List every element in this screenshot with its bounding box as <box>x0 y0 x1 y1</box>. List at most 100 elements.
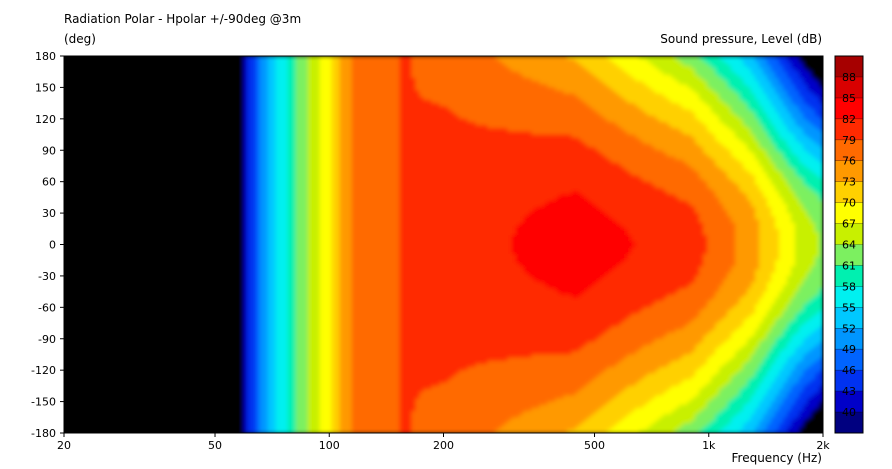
heatmap-cell <box>639 81 644 111</box>
heatmap-cell <box>363 56 369 433</box>
heatmap-cell <box>627 414 632 433</box>
heatmap-cell <box>479 363 485 433</box>
heatmap-cell <box>763 395 768 415</box>
heatmap-cell <box>703 81 708 104</box>
heatmap-cell <box>531 56 536 82</box>
heatmap-cell <box>791 191 796 224</box>
heatmap-cell <box>711 329 716 356</box>
heatmap-cell <box>687 323 692 356</box>
heatmap-cell <box>551 288 556 356</box>
heatmap-cell <box>711 56 716 70</box>
heatmap-cell <box>743 65 748 85</box>
heatmap-cell <box>643 345 648 378</box>
heatmap-cell <box>515 56 520 73</box>
heatmap-cell <box>435 103 441 387</box>
colorbar-swatch <box>835 223 863 245</box>
heatmap-cell <box>819 385 823 403</box>
heatmap-cell <box>567 194 572 296</box>
heatmap-cell <box>543 203 548 286</box>
heatmap-cell <box>427 389 433 433</box>
heatmap-cell <box>735 159 740 186</box>
heatmap-cell <box>751 282 756 315</box>
heatmap-cell <box>419 96 425 393</box>
heatmap-cell <box>807 137 812 154</box>
heatmap-cell <box>715 140 720 167</box>
heatmap-cell <box>779 137 784 154</box>
heatmap-cell <box>575 351 580 393</box>
heatmap-cell <box>783 140 788 161</box>
heatmap-cell <box>511 253 516 359</box>
heatmap-cell <box>671 103 676 129</box>
heatmap-cell <box>755 304 760 330</box>
heatmap-cell <box>687 134 692 167</box>
heatmap-cell <box>627 354 632 387</box>
heatmap-cell <box>531 134 536 211</box>
heatmap-cell <box>787 376 792 393</box>
heatmap-cell <box>755 370 760 390</box>
heatmap-cell <box>703 153 708 183</box>
heatmap-cell <box>735 329 740 352</box>
heatmap-cell <box>511 131 516 236</box>
heatmap-cell <box>95 56 101 433</box>
heatmap-cell <box>575 191 580 299</box>
heatmap-cell <box>651 398 656 425</box>
heatmap-cell <box>591 56 596 76</box>
heatmap-cell <box>703 363 708 387</box>
heatmap-cell <box>795 348 800 365</box>
heatmap-cell <box>771 184 776 217</box>
heatmap-cell <box>487 128 493 362</box>
heatmap-cell <box>483 363 489 433</box>
heatmap-cell <box>659 187 664 302</box>
heatmap-cell <box>555 56 560 92</box>
heatmap-cell <box>119 56 125 433</box>
heatmap-cell <box>707 423 712 433</box>
heatmap-cell <box>759 56 764 70</box>
heatmap-cell <box>699 310 704 343</box>
heatmap-cell <box>587 71 592 107</box>
heatmap-cell <box>819 147 823 164</box>
heatmap-cell <box>631 175 636 242</box>
heatmap-cell <box>583 143 588 198</box>
heatmap-cell <box>639 59 644 82</box>
heatmap-cell <box>707 65 712 89</box>
x-tick-label: 500 <box>584 439 605 452</box>
heatmap-cell <box>623 228 628 261</box>
heatmap-cell <box>659 301 664 340</box>
colorbar-swatch <box>835 97 863 120</box>
heatmap-cell <box>495 56 501 60</box>
heatmap-cell <box>719 77 724 101</box>
heatmap-cell <box>795 398 800 418</box>
heatmap-cell <box>771 125 776 145</box>
heatmap-cell <box>739 59 744 79</box>
heatmap-cell <box>659 338 664 368</box>
heatmap-cell <box>599 335 604 374</box>
heatmap-cell <box>795 291 800 315</box>
heatmap-cell <box>707 56 712 67</box>
heatmap-cell <box>747 87 752 111</box>
heatmap-cell <box>695 345 700 371</box>
heatmap-cell <box>551 200 556 290</box>
heatmap-cell <box>511 357 516 418</box>
heatmap-cell <box>783 90 788 107</box>
heatmap-cell <box>747 420 752 433</box>
heatmap-cell <box>627 385 632 415</box>
heatmap-cell <box>739 140 744 164</box>
heatmap-cell <box>439 106 445 384</box>
heatmap-cell <box>779 99 784 120</box>
heatmap-cell <box>575 62 580 98</box>
heatmap-cell <box>767 332 772 352</box>
heatmap-cell <box>767 351 772 371</box>
colorbar-swatch <box>835 202 863 225</box>
heatmap-cell <box>747 128 752 151</box>
heatmap-cell <box>531 81 536 136</box>
heatmap-cell <box>659 121 664 151</box>
heatmap-cell <box>155 56 161 433</box>
heatmap-cell <box>683 404 688 425</box>
heatmap-cell <box>799 203 804 286</box>
heatmap-cell <box>595 112 600 151</box>
heatmap-cell <box>739 389 744 412</box>
heatmap-cell <box>783 348 788 365</box>
heatmap-cell <box>703 426 708 433</box>
heatmap-cell <box>779 197 784 293</box>
heatmap-cell <box>731 222 736 268</box>
